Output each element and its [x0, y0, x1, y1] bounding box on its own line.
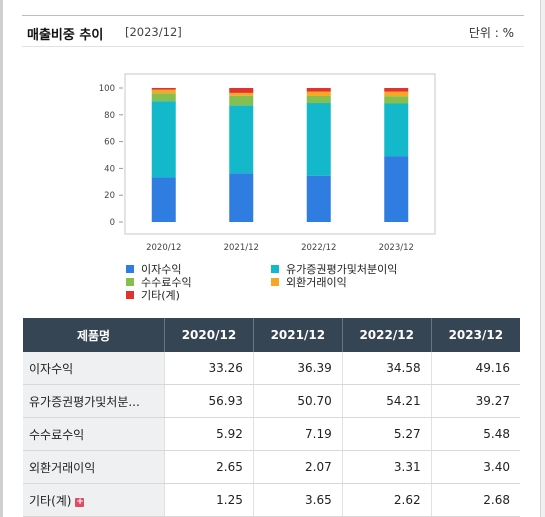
- bar-segment: [229, 88, 254, 93]
- bar-segment: [384, 91, 409, 97]
- table-row: 이자수익 33.26 36.39 34.58 49.16: [23, 352, 520, 385]
- table-cell: 7.19: [252, 417, 343, 451]
- x-tick-label: 2022/12: [301, 243, 336, 253]
- table-cell: 54.21: [341, 384, 432, 418]
- chart-canvas: 0 20 40 60 80 100 2020/12 2021/12 2022/12 2023/12: [99, 73, 436, 253]
- bar-segment: [384, 103, 409, 157]
- bar-segment: [306, 175, 331, 222]
- bar-segment: [306, 88, 331, 92]
- legend-swatch-interest: [126, 265, 134, 273]
- legend-label-fx: 외환거래이익: [286, 276, 347, 289]
- table-cell: 2.65: [164, 450, 254, 484]
- x-tick-label: 2020/12: [146, 243, 181, 253]
- table-cell: 34.58: [341, 352, 432, 385]
- bar-segment: [229, 92, 254, 96]
- table-row: 수수료수익 5.92 7.19 5.27 5.48: [23, 417, 520, 451]
- table-cell: 5.27: [341, 417, 432, 451]
- table-cell: 50.70: [252, 384, 343, 418]
- bar-segment: [306, 95, 331, 104]
- unit-label: 단위 : %: [468, 26, 514, 40]
- table-cell: 2.68: [430, 483, 520, 517]
- bar-segment: [151, 89, 176, 94]
- y-tick-label: 20: [104, 191, 115, 201]
- legend-label-interest: 이자수익: [141, 263, 182, 276]
- bar-segment: [151, 93, 176, 102]
- row-name-cell: 기타(계) +: [23, 483, 165, 517]
- section-title: 매출비중 추이: [27, 28, 104, 43]
- table-cell: 49.16: [430, 352, 520, 385]
- legend-item-interest: 이자수익: [126, 262, 181, 276]
- x-tick-label: 2023/12: [379, 243, 414, 253]
- bar-segment: [306, 91, 331, 96]
- legend-item-securities: 유가증권평가및처분이익: [271, 262, 397, 276]
- table-cell: 33.26: [164, 352, 254, 385]
- row-name: 수수료수익: [23, 417, 165, 451]
- column-header-2023: 2023/12: [430, 318, 520, 352]
- row-name: 유가증권평가및처분...: [23, 384, 165, 418]
- table-cell: 5.92: [164, 417, 254, 451]
- legend-item-other: 기타(계): [126, 288, 180, 302]
- table-cell: 39.27: [430, 384, 520, 418]
- column-header-2022: 2022/12: [341, 318, 432, 352]
- y-tick-label: 80: [104, 111, 115, 121]
- legend-item-fees: 수수료수익: [126, 275, 192, 289]
- bar-segment: [384, 88, 409, 92]
- bar-segment: [151, 101, 176, 178]
- bar-segment: [229, 173, 254, 222]
- sales-mix-table: 제품명 2020/12 2021/12 2022/12 2023/12 이자수익…: [23, 318, 520, 517]
- table-cell: 3.31: [341, 450, 432, 484]
- table-cell: 2.62: [341, 483, 432, 517]
- bar-segment: [151, 177, 176, 222]
- bar-segment: [306, 103, 331, 176]
- legend-label-other: 기타(계): [141, 289, 180, 302]
- y-tick-label: 40: [104, 164, 115, 174]
- bar-segment: [229, 105, 254, 174]
- legend-label-securities: 유가증권평가및처분이익: [286, 263, 398, 276]
- table-row: 유가증권평가및처분... 56.93 50.70 54.21 39.27: [23, 384, 520, 418]
- column-header-2020: 2020/12: [164, 318, 254, 352]
- column-header-2021: 2021/12: [252, 318, 343, 352]
- row-name: 기타(계): [29, 493, 72, 508]
- bar-segment: [384, 156, 409, 222]
- table-cell: 5.48: [430, 417, 520, 451]
- sales-mix-chart: 0 20 40 60 80 100 2020/12 2021/12 2022/12 2023/12: [95, 64, 455, 304]
- row-name: 이자수익: [23, 352, 165, 385]
- plus-icon[interactable]: +: [75, 496, 85, 507]
- bar-segment: [384, 96, 409, 104]
- legend-label-fees: 수수료수익: [141, 276, 192, 289]
- table-cell: 56.93: [164, 384, 254, 418]
- bar-segment: [229, 95, 254, 106]
- table-cell: 3.65: [252, 483, 343, 517]
- table-cell: 3.40: [430, 450, 520, 484]
- legend-swatch-securities: [271, 265, 279, 273]
- section-header: 매출비중 추이 [2023/12] 단위 : %: [22, 15, 524, 47]
- plot-area: [124, 73, 436, 235]
- x-tick-label: 2021/12: [224, 243, 259, 253]
- legend-item-fx: 외환거래이익: [271, 275, 347, 289]
- chart-legend: 이자수익 유가증권평가및처분이익 수수료수익 외환거래이익 기타(계): [126, 262, 456, 302]
- table-row: 기타(계) + 1.25 3.65 2.62 2.68: [23, 483, 520, 517]
- adjacent-panel-edge: [540, 0, 545, 517]
- legend-swatch-fx: [271, 278, 279, 286]
- table-row: 외환거래이익 2.65 2.07 3.31 3.40: [23, 450, 520, 484]
- table-header-row: 제품명 2020/12 2021/12 2022/12 2023/12: [23, 318, 520, 352]
- legend-swatch-fees: [126, 278, 134, 286]
- legend-swatch-other: [126, 291, 134, 299]
- period-label: [2023/12]: [125, 25, 182, 39]
- table-cell: 36.39: [252, 352, 343, 385]
- left-border: [0, 0, 3, 517]
- bar-segment: [151, 87, 176, 90]
- y-tick-label: 100: [99, 84, 115, 94]
- table-cell: 2.07: [252, 450, 343, 484]
- y-tick-label: 0: [110, 218, 115, 228]
- y-tick-label: 60: [104, 138, 115, 148]
- column-header-product: 제품명: [23, 318, 165, 352]
- table-cell: 1.25: [164, 483, 254, 517]
- row-name: 외환거래이익: [23, 450, 165, 484]
